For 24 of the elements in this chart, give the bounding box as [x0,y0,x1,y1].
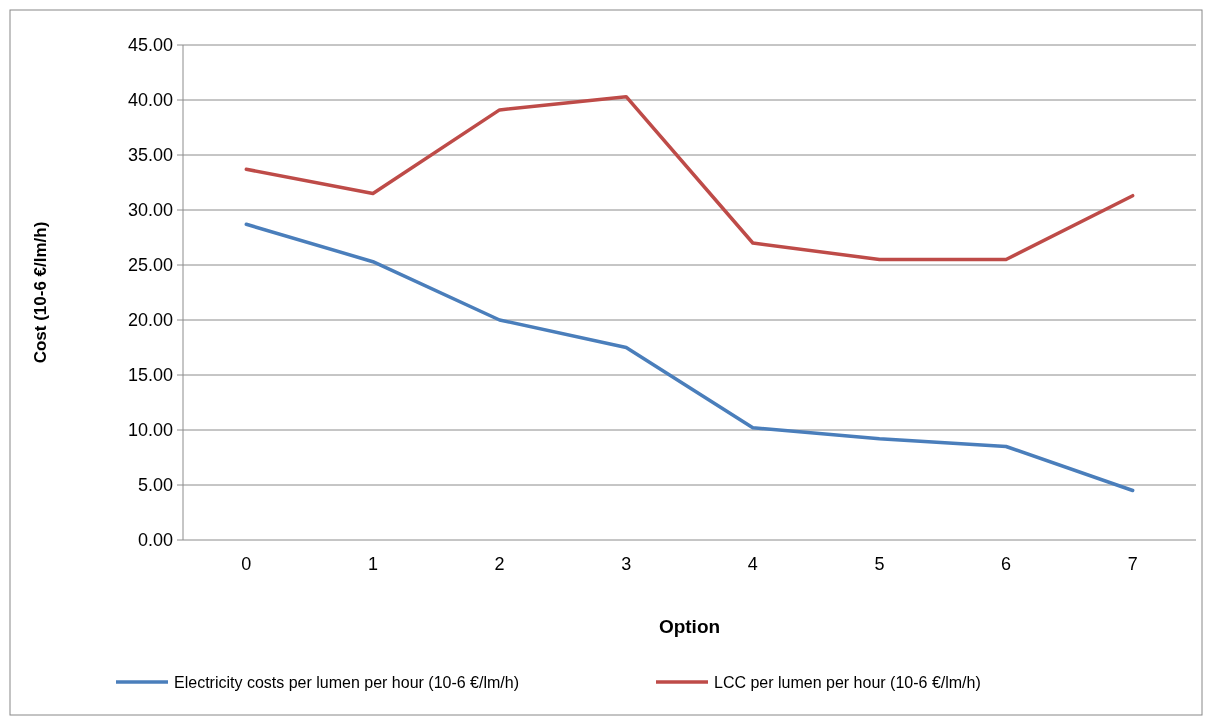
x-axis-title: Option [658,616,721,637]
x-tick-label: 0 [241,554,252,574]
y-tick-label: 20.00 [127,310,173,331]
y-tick-label: 45.00 [127,35,173,56]
x-tick-label: 3 [621,554,632,574]
y-tick-label: 30.00 [127,200,173,221]
y-tick-label: 25.00 [127,255,173,276]
x-tick-label: 7 [1127,554,1138,574]
y-tick-label: 0.00 [137,530,173,551]
line-series [244,94,1135,262]
x-tick-label: 1 [367,554,378,574]
y-tick-label: 5.00 [137,475,173,496]
legend-label: LCC per lumen per hour (10-6 €/lm/h) [714,673,981,691]
y-tick-label: 35.00 [127,145,173,166]
x-tick-label: 4 [747,554,758,574]
x-tick-label: 6 [1001,554,1012,574]
y-tick-label: 40.00 [127,90,173,111]
y-tick-label: 15.00 [127,365,173,386]
legend-label: Electricity costs per lumen per hour (10-6 €/lm/h) [174,673,520,691]
y-tick-label: 10.00 [127,420,173,441]
x-tick-label: 5 [874,554,885,574]
line-series [244,222,1135,493]
x-tick-label: 2 [494,554,505,574]
y-axis-title: Cost (10-6 €/lm/h) [31,221,50,364]
